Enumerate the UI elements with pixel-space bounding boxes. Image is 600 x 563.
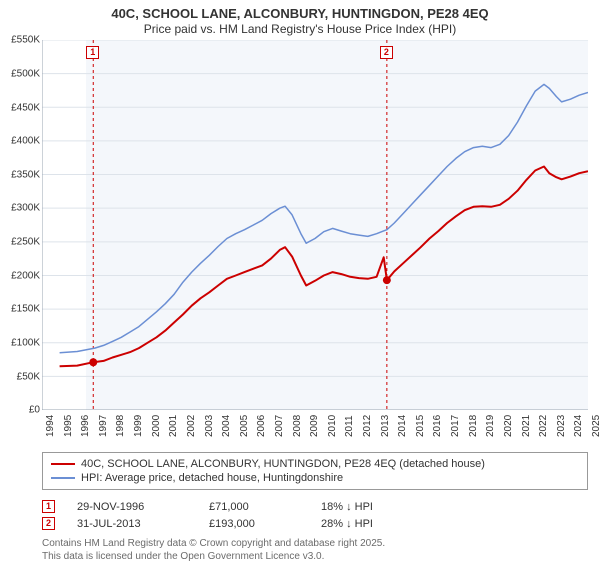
x-tick-label: 2011 <box>344 416 355 438</box>
x-tick-label: 2005 <box>239 415 250 437</box>
meta-price: £71,000 <box>209 501 299 513</box>
x-tick-label: 2001 <box>168 415 179 437</box>
y-tick-label: £350K <box>0 169 40 180</box>
legend-and-meta: 40C, SCHOOL LANE, ALCONBURY, HUNTINGDON,… <box>42 452 588 563</box>
meta-marker: 1 <box>42 500 55 513</box>
x-tick-label: 1995 <box>63 415 74 437</box>
x-tick-label: 2017 <box>450 415 461 437</box>
chart-area: £0£50K£100K£150K£200K£250K£300K£350K£400… <box>42 40 588 410</box>
line-chart-svg <box>42 40 588 410</box>
x-tick-label: 2015 <box>415 415 426 437</box>
y-tick-label: £450K <box>0 102 40 113</box>
x-tick-label: 2000 <box>151 415 162 437</box>
x-tick-label: 2012 <box>362 415 373 437</box>
event-marker-box: 2 <box>380 46 393 59</box>
event-marker-box: 1 <box>86 46 99 59</box>
x-tick-label: 2016 <box>432 415 443 437</box>
x-tick-label: 2019 <box>485 415 496 437</box>
legend-row-series2: HPI: Average price, detached house, Hunt… <box>51 471 579 485</box>
x-tick-label: 2014 <box>397 415 408 437</box>
meta-price: £193,000 <box>209 518 299 530</box>
y-tick-label: £300K <box>0 203 40 214</box>
x-tick-label: 2010 <box>327 415 338 437</box>
y-tick-label: £500K <box>0 68 40 79</box>
x-tick-label: 2007 <box>274 415 285 437</box>
x-tick-label: 2022 <box>538 415 549 437</box>
attribution-line2: This data is licensed under the Open Gov… <box>42 551 588 563</box>
legend-swatch-series2 <box>51 477 75 479</box>
x-tick-label: 1996 <box>80 415 91 437</box>
x-tick-label: 2013 <box>380 415 391 437</box>
x-tick-label: 2009 <box>309 415 320 437</box>
y-tick-label: £0 <box>0 405 40 416</box>
meta-date: 29-NOV-1996 <box>77 501 187 513</box>
x-tick-label: 1994 <box>45 415 56 437</box>
attribution-line1: Contains HM Land Registry data © Crown c… <box>42 538 588 551</box>
x-tick-label: 2018 <box>468 415 479 437</box>
legend-label-series1: 40C, SCHOOL LANE, ALCONBURY, HUNTINGDON,… <box>81 458 485 470</box>
x-tick-label: 1997 <box>98 415 109 437</box>
meta-note: 18% ↓ HPI <box>321 501 373 513</box>
legend-label-series2: HPI: Average price, detached house, Hunt… <box>81 472 343 484</box>
price-paid-row: 2 31-JUL-2013 £193,000 28% ↓ HPI <box>42 515 588 532</box>
attribution-text: Contains HM Land Registry data © Crown c… <box>42 538 588 563</box>
chart-title-line2: Price paid vs. HM Land Registry's House … <box>0 22 600 40</box>
meta-note: 28% ↓ HPI <box>321 518 373 530</box>
y-tick-label: £100K <box>0 337 40 348</box>
y-tick-label: £400K <box>0 136 40 147</box>
x-tick-label: 2023 <box>556 415 567 437</box>
price-paid-row: 1 29-NOV-1996 £71,000 18% ↓ HPI <box>42 498 588 515</box>
x-tick-label: 2008 <box>292 415 303 437</box>
x-tick-label: 2004 <box>221 415 232 437</box>
y-tick-label: £150K <box>0 304 40 315</box>
y-tick-label: £550K <box>0 35 40 46</box>
chart-title-line1: 40C, SCHOOL LANE, ALCONBURY, HUNTINGDON,… <box>0 0 600 22</box>
x-tick-label: 2020 <box>503 415 514 437</box>
legend-row-series1: 40C, SCHOOL LANE, ALCONBURY, HUNTINGDON,… <box>51 457 579 471</box>
x-tick-label: 2024 <box>573 415 584 437</box>
y-tick-label: £50K <box>0 371 40 382</box>
x-tick-label: 2021 <box>521 415 532 437</box>
x-tick-label: 2006 <box>256 415 267 437</box>
meta-marker: 2 <box>42 517 55 530</box>
legend-swatch-series1 <box>51 463 75 465</box>
y-tick-label: £250K <box>0 237 40 248</box>
x-tick-label: 2003 <box>204 415 215 437</box>
y-tick-label: £200K <box>0 270 40 281</box>
x-tick-label: 2002 <box>186 415 197 437</box>
legend-box: 40C, SCHOOL LANE, ALCONBURY, HUNTINGDON,… <box>42 452 588 490</box>
x-tick-label: 2025 <box>591 415 600 437</box>
x-tick-label: 1998 <box>115 415 126 437</box>
price-paid-table: 1 29-NOV-1996 £71,000 18% ↓ HPI 2 31-JUL-2013… <box>42 498 588 532</box>
x-tick-label: 1999 <box>133 415 144 437</box>
meta-date: 31-JUL-2013 <box>77 518 187 530</box>
